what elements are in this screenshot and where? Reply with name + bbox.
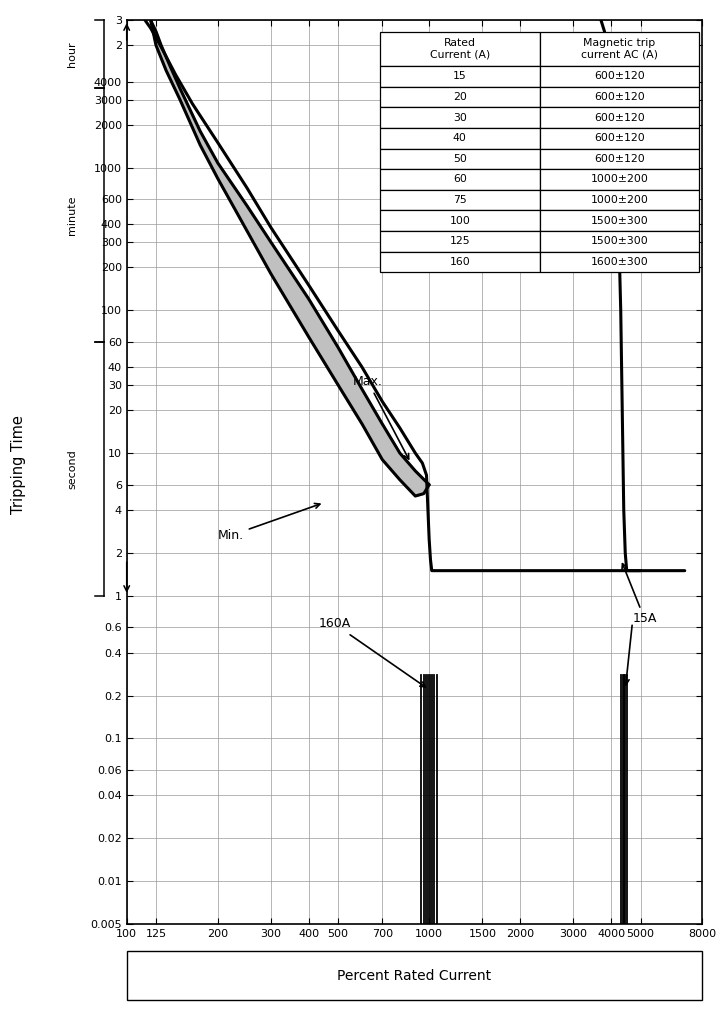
Text: Max.: Max.	[353, 375, 408, 459]
Text: Percent Rated Current: Percent Rated Current	[337, 969, 492, 983]
Text: 15A: 15A	[622, 564, 657, 625]
Text: Min.: Min.	[218, 503, 320, 542]
Text: Tripping Time: Tripping Time	[11, 415, 25, 514]
Text: minute: minute	[67, 195, 77, 235]
Text: second: second	[67, 449, 77, 489]
Text: 160A: 160A	[319, 617, 425, 687]
Text: hour: hour	[67, 41, 77, 67]
